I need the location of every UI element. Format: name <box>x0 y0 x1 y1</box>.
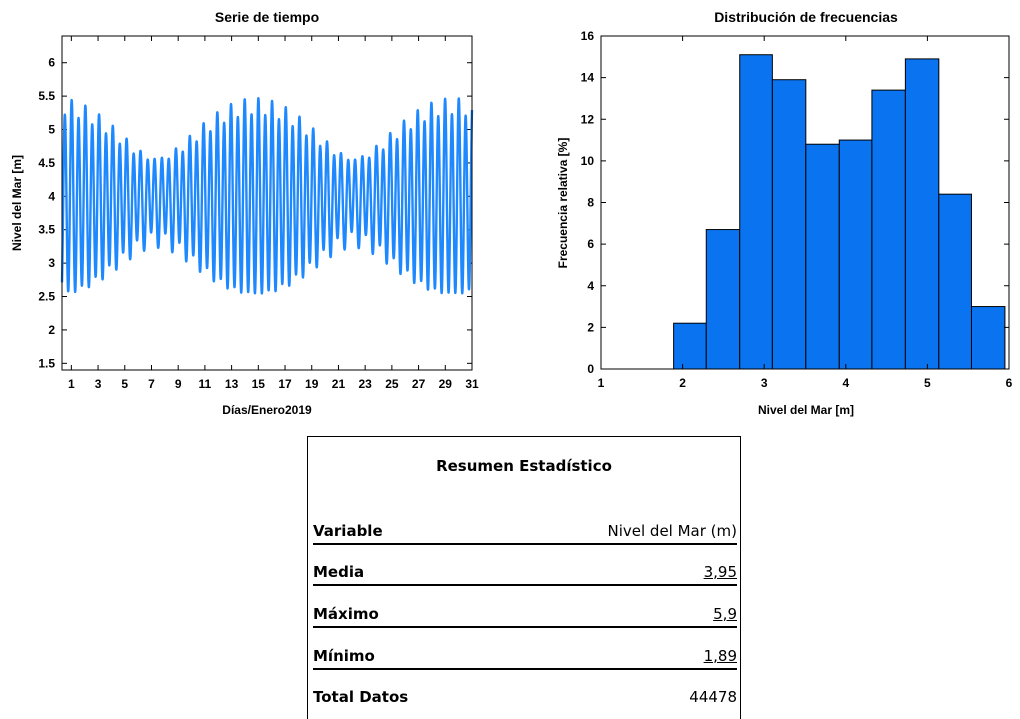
hist-ytick-label: 12 <box>581 112 595 126</box>
time-series-xlabel: Días/Enero2019 <box>222 403 312 417</box>
summary-row-minimo: Mínimo 1,89 <box>313 642 737 670</box>
ts-xtick-label: 29 <box>439 377 453 391</box>
summary-value: 3,95 <box>703 563 737 581</box>
histogram-bars <box>673 54 1006 370</box>
ts-xtick-label: 15 <box>252 377 266 391</box>
histogram-bar <box>938 193 972 370</box>
ts-xtick-label: 27 <box>412 377 426 391</box>
hist-xtick-label: 4 <box>842 376 849 390</box>
ts-xtick-label: 9 <box>175 377 182 391</box>
ts-ytick-label: 4.5 <box>38 156 55 170</box>
hist-xtick-label: 2 <box>679 376 686 390</box>
ts-xtick-label: 31 <box>465 377 479 391</box>
summary-label: Total Datos <box>313 688 409 706</box>
ts-ytick-label: 3.5 <box>38 223 55 237</box>
hist-ytick-label: 10 <box>581 154 595 168</box>
summary-value: 44478 <box>689 688 737 706</box>
time-series-ylabel: Nivel del Mar [m] <box>10 155 24 251</box>
summary-label: Mínimo <box>313 647 375 665</box>
ts-xtick-label: 11 <box>199 377 212 391</box>
ts-ytick-label: 2.5 <box>38 290 55 304</box>
hist-ytick-label: 14 <box>581 71 595 85</box>
ts-xtick-label: 7 <box>148 377 155 391</box>
time-series-title: Serie de tiempo <box>215 9 319 25</box>
ts-ytick-label: 1.5 <box>38 356 55 370</box>
summary-row-media: Media 3,95 <box>313 558 737 586</box>
ts-xtick-label: 21 <box>332 377 346 391</box>
time-series-frame <box>61 35 473 371</box>
histogram-bar <box>705 229 741 370</box>
summary-value: 1,89 <box>703 647 737 665</box>
ts-xtick-label: 17 <box>278 377 292 391</box>
hist-ytick-label: 16 <box>581 29 595 43</box>
histogram-ylabel: Frecuencia relativa [%] <box>556 138 570 269</box>
histogram-bar <box>871 89 906 370</box>
histogram-frame <box>600 35 1010 370</box>
ts-xtick-label: 5 <box>121 377 128 391</box>
time-series-chart: Serie de tiempo 1 3 5 7 9 11 13 15 17 19 21 23 25 27 2… <box>10 9 479 417</box>
ts-xtick-label: 25 <box>385 377 399 391</box>
summary-value: 5,9 <box>713 605 737 623</box>
ts-ytick-label: 4 <box>48 189 55 203</box>
time-series-line <box>60 97 474 295</box>
hist-ytick-label: 8 <box>587 196 594 210</box>
histogram-xlabel: Nivel del Mar [m] <box>758 403 854 417</box>
histogram-bar <box>739 54 773 370</box>
hist-ytick-label: 6 <box>587 237 594 251</box>
summary-row-total: Total Datos 44478 <box>313 683 737 709</box>
ts-xtick-label: 23 <box>358 377 372 391</box>
hist-xtick-label: 3 <box>761 376 768 390</box>
histogram-chart: Distribución de frecuencias 1 2 3 4 5 6024681… <box>556 9 1013 417</box>
histogram-bar <box>805 143 840 370</box>
ts-xtick-label: 3 <box>95 377 102 391</box>
ts-ytick-label: 3 <box>48 256 55 270</box>
hist-ytick-label: 2 <box>587 320 594 334</box>
ts-xtick-label: 13 <box>225 377 239 391</box>
hist-xtick-label: 6 <box>1006 376 1013 390</box>
ts-xtick-label: 19 <box>305 377 319 391</box>
ts-ytick-label: 6 <box>48 56 55 70</box>
hist-ytick-label: 0 <box>587 362 594 376</box>
summary-row-variable: Variable Nivel del Mar (m) <box>313 517 737 545</box>
summary-table: Resumen Estadístico Variable Nivel del M… <box>307 436 741 719</box>
summary-row-maximo: Máximo 5,9 <box>313 600 737 628</box>
charts-canvas: Serie de tiempo 1 3 5 7 9 11 13 15 17 19 21 23 25 27 2… <box>10 9 1013 417</box>
histogram-bar <box>673 322 707 370</box>
histogram-bar <box>904 58 940 370</box>
histogram-bar <box>771 79 807 370</box>
summary-label: Media <box>313 563 365 581</box>
summary-label: Variable <box>313 522 383 540</box>
ts-ytick-label: 2 <box>48 323 55 337</box>
summary-label: Máximo <box>313 605 379 623</box>
hist-ytick-label: 4 <box>587 279 594 293</box>
histogram-bar <box>970 306 1006 370</box>
histogram-title: Distribución de frecuencias <box>714 9 898 25</box>
hist-xtick-label: 5 <box>924 376 931 390</box>
time-series-ticks: 1 3 5 7 9 11 13 15 17 19 21 23 25 27 29 311.522.533.544… <box>38 36 479 391</box>
ts-ytick-label: 5 <box>48 123 55 137</box>
ts-ytick-label: 5.5 <box>38 89 55 103</box>
hist-xtick-label: 1 <box>598 376 605 390</box>
histogram-bar <box>838 139 873 370</box>
summary-value: Nivel del Mar (m) <box>607 522 738 540</box>
ts-xtick-label: 1 <box>68 377 75 391</box>
summary-title: Resumen Estadístico <box>436 457 612 475</box>
